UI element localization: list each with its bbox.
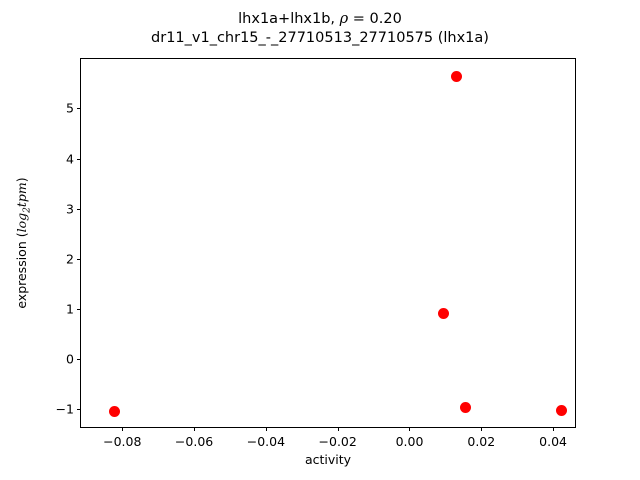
x-axis-tick-label: −0.02 bbox=[318, 434, 357, 449]
y-axis-tick-label: 3 bbox=[66, 201, 74, 217]
y-axis-tick bbox=[77, 409, 81, 411]
rho-value: = 0.20 bbox=[348, 11, 402, 27]
data-point bbox=[438, 308, 450, 320]
y-axis-tick-label: 4 bbox=[66, 151, 74, 167]
y-axis-tick-label: 0 bbox=[66, 351, 74, 367]
y-axis-label-prefix: expression ( bbox=[14, 232, 29, 309]
x-axis-tick bbox=[194, 427, 196, 431]
rho-symbol: ρ bbox=[339, 11, 349, 27]
y-axis-tick-label: 1 bbox=[66, 301, 74, 317]
y-axis-label-base: 2 bbox=[22, 207, 33, 213]
y-axis-tick-label: 2 bbox=[66, 251, 74, 267]
x-axis-tick bbox=[337, 427, 339, 431]
x-axis-tick bbox=[553, 427, 555, 431]
title-pair-label: lhx1a+lhx1b, bbox=[238, 11, 340, 27]
data-point bbox=[459, 402, 471, 414]
y-axis-tick bbox=[77, 208, 81, 210]
x-axis-tick bbox=[122, 427, 124, 431]
y-axis-label-unit: tpm bbox=[14, 182, 29, 208]
data-point bbox=[555, 405, 567, 417]
plot-axes: −0.08 −0.06 −0.04 −0.02 0.00 0.02 0.04 −1 0 1 2 3 4 5 bbox=[56, 58, 576, 449]
y-axis-tick bbox=[77, 108, 81, 110]
x-axis-label: activity bbox=[304, 452, 352, 467]
y-axis-tick bbox=[77, 258, 81, 260]
title-line-2: dr11_v1_chr15_-_27710513_27710575 (lhx1a… bbox=[151, 30, 489, 46]
y-axis-tick bbox=[77, 308, 81, 310]
x-axis-tick-label: −0.08 bbox=[103, 434, 142, 449]
y-axis-label-suffix: ) bbox=[14, 177, 29, 183]
x-axis-tick bbox=[265, 427, 267, 431]
y-axis-label: expression (log2tpm) bbox=[14, 58, 33, 428]
y-axis-tick bbox=[77, 359, 81, 361]
x-axis-tick-label: 0.04 bbox=[539, 434, 568, 449]
data-point bbox=[108, 405, 120, 417]
x-axis-tick-label: −0.06 bbox=[174, 434, 214, 449]
x-axis-tick-label: 0.02 bbox=[467, 434, 496, 449]
x-axis-tick-label: 0.00 bbox=[395, 434, 424, 449]
data-point-layer bbox=[81, 59, 575, 427]
x-axis-tick bbox=[481, 427, 483, 431]
y-axis-tick-label: 5 bbox=[66, 100, 74, 116]
chart-title: lhx1a+lhx1b, ρ = 0.20 dr11_v1_chr15_-_27… bbox=[0, 10, 640, 48]
y-axis-tick bbox=[77, 158, 81, 160]
y-axis-label-log: log bbox=[14, 212, 29, 233]
y-axis-tick-label: −1 bbox=[55, 401, 74, 417]
data-point bbox=[451, 70, 463, 82]
title-line-1: lhx1a+lhx1b, ρ = 0.20 bbox=[0, 10, 640, 29]
x-axis-tick-label: −0.04 bbox=[246, 434, 286, 449]
x-axis-tick bbox=[409, 427, 411, 431]
